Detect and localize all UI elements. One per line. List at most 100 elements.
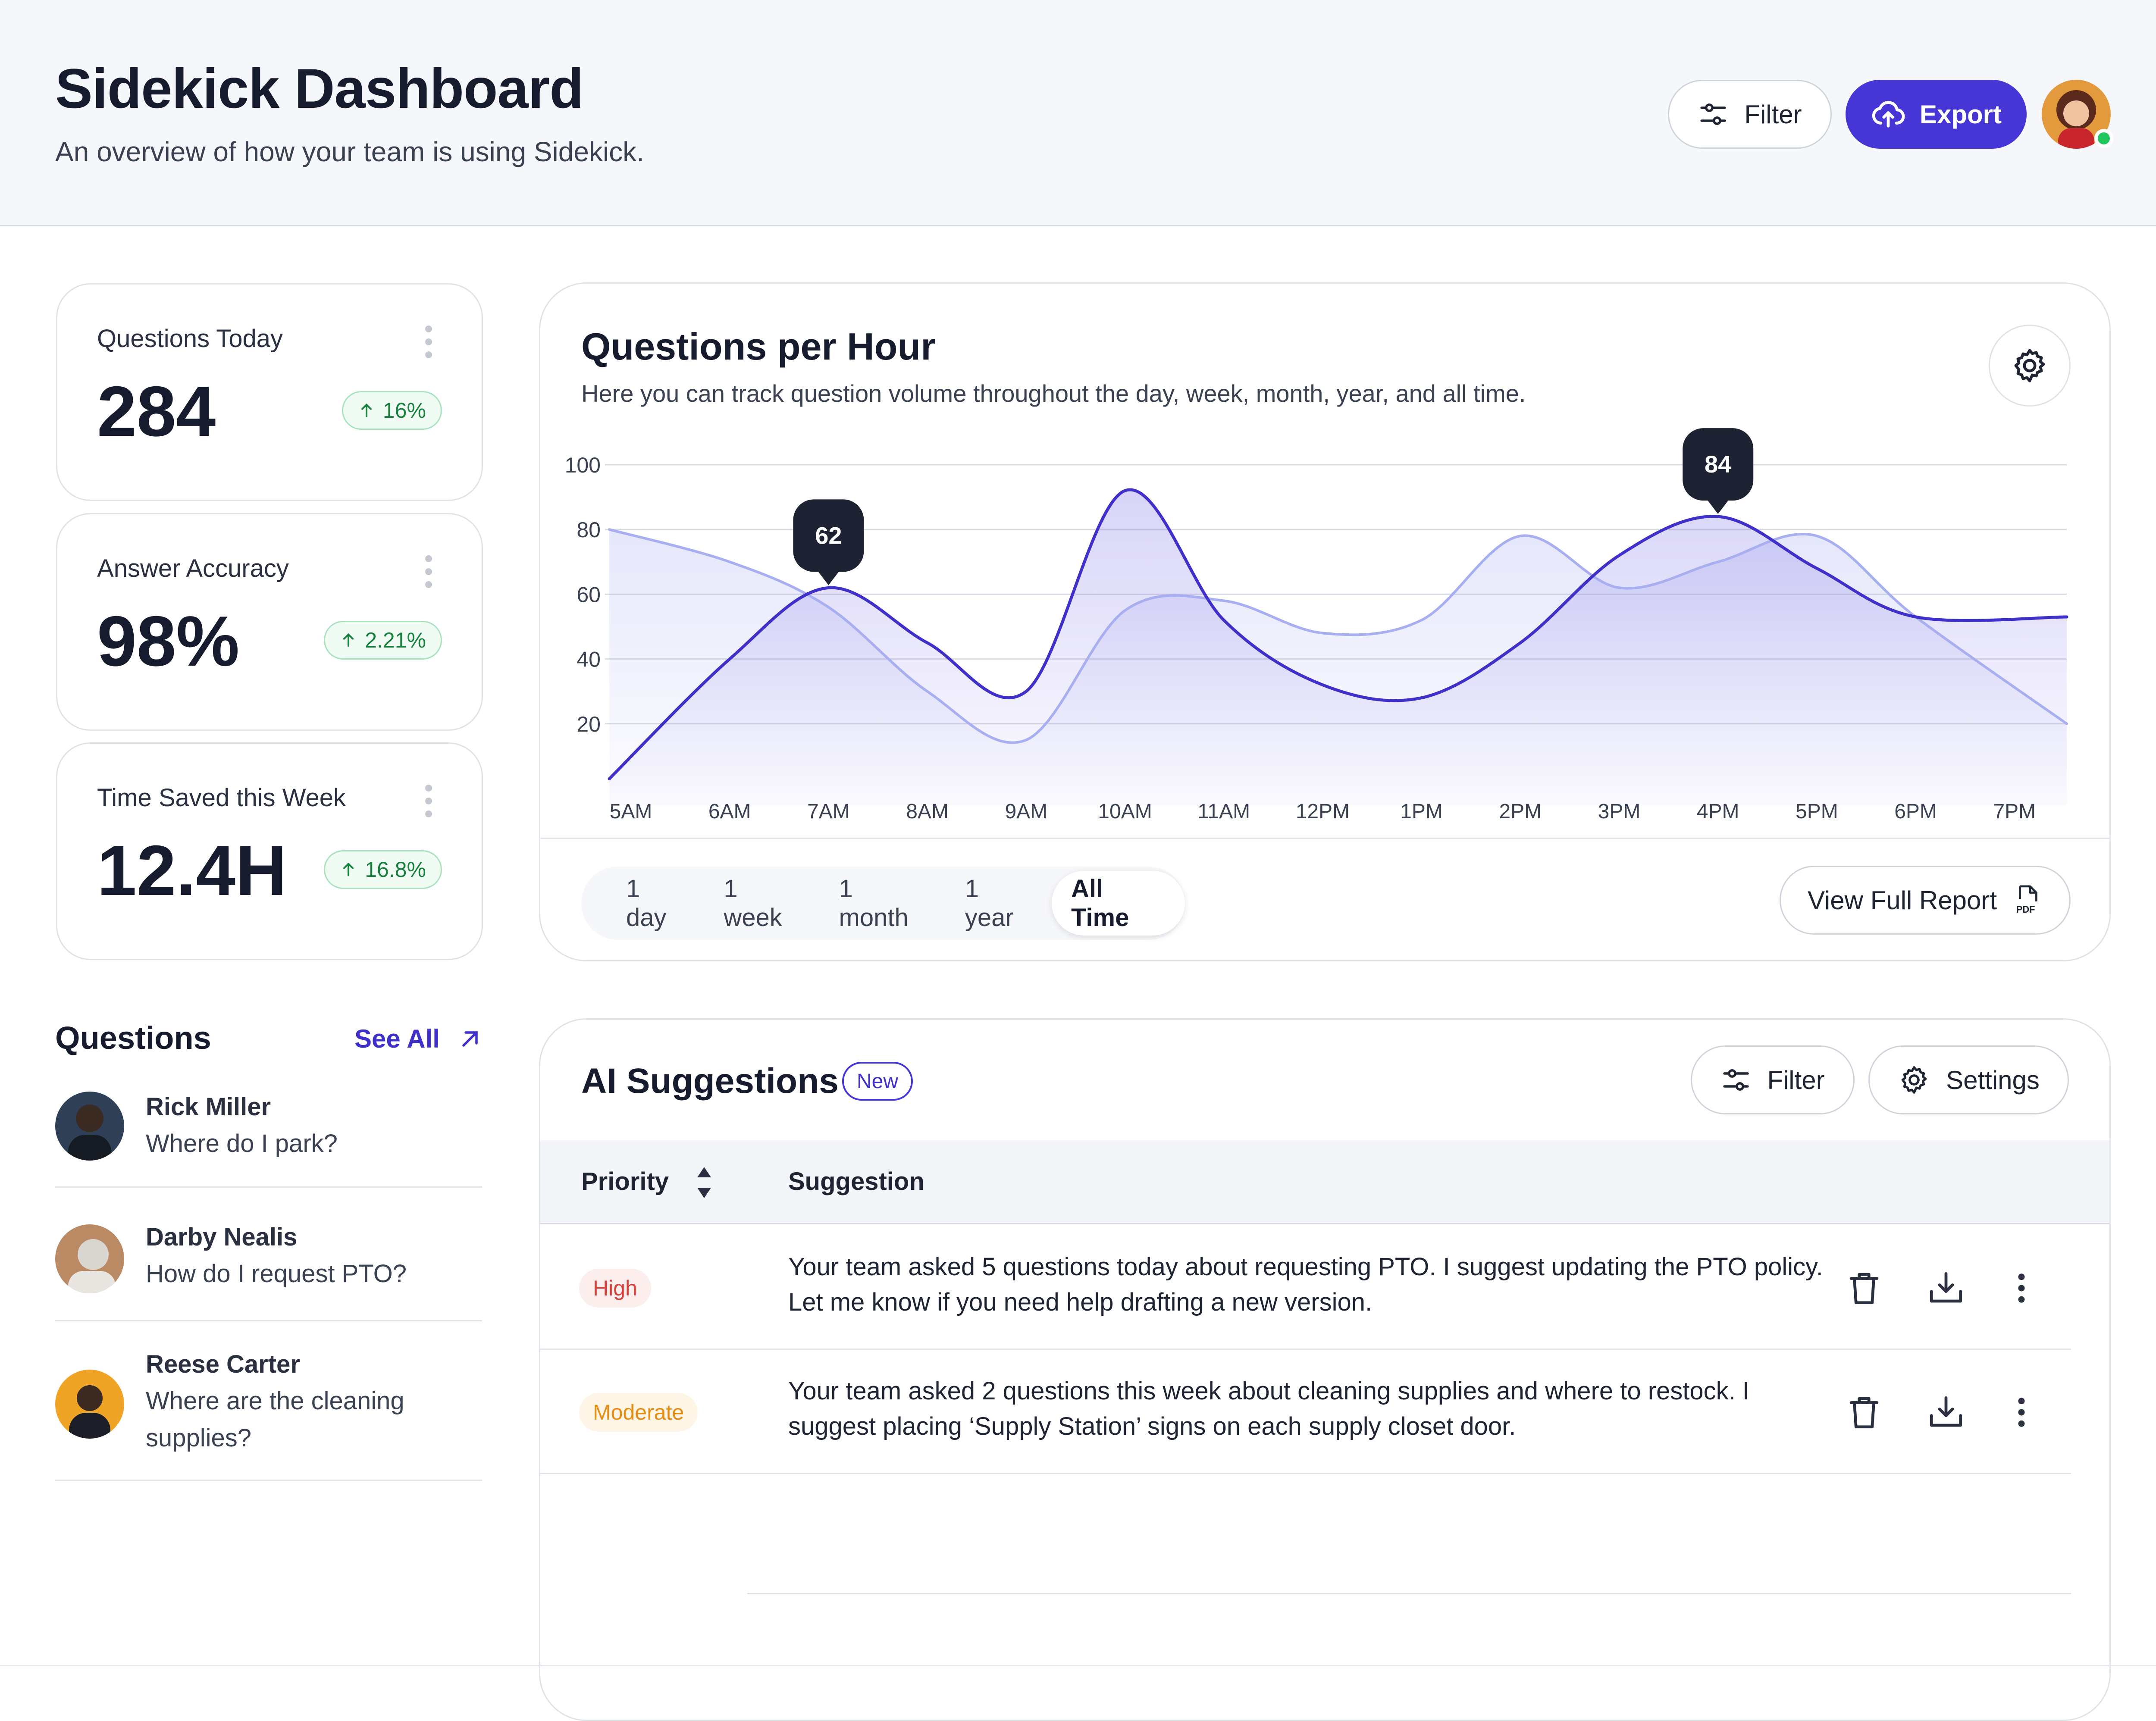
gear-icon xyxy=(2014,349,2045,382)
download-icon[interactable] xyxy=(1927,1393,1965,1432)
avatar xyxy=(55,1370,124,1439)
question-text: Where do I park? xyxy=(146,1130,338,1158)
x-tick-label: 6AM xyxy=(708,800,751,823)
stat-label: Time Saved this Week xyxy=(97,784,346,812)
range-tab-1-week[interactable]: 1 week xyxy=(724,875,782,932)
question-item[interactable]: Reese Carter Where are the cleaning supp… xyxy=(55,1347,482,1481)
avatar xyxy=(55,1224,124,1293)
range-tab-1-day[interactable]: 1 day xyxy=(626,875,667,932)
trash-icon[interactable] xyxy=(1845,1269,1883,1308)
table-row: High Your team asked 5 questions today a… xyxy=(540,1226,2071,1350)
pdf-file-icon: PDF xyxy=(2016,885,2037,915)
table-header: Priority Suggestion xyxy=(540,1140,2109,1224)
delta-badge: 16% xyxy=(342,391,442,430)
delta-value: 16.8% xyxy=(365,857,426,882)
download-icon[interactable] xyxy=(1927,1269,1965,1308)
question-author: Darby Nealis xyxy=(146,1223,298,1251)
more-options-icon[interactable] xyxy=(2015,1269,2028,1308)
page-bottom-divider xyxy=(0,1665,2156,1666)
x-tick-label: 11AM xyxy=(1197,800,1250,823)
delta-value: 2.21% xyxy=(365,628,426,652)
x-tick-label: 5AM xyxy=(610,800,652,823)
user-avatar[interactable] xyxy=(2042,80,2113,149)
chart-divider xyxy=(540,838,2109,839)
export-button-label: Export xyxy=(1919,100,2002,129)
suggestions-filter-button[interactable]: Filter xyxy=(1691,1045,1855,1114)
chart-title: Questions per Hour xyxy=(581,325,936,368)
x-tick-label: 6PM xyxy=(1894,800,1937,823)
questions-per-hour-chart: 20 40 60 80 100 5AM 6AM 7AM 8AM 9AM 10AM 11AM 12PM 1… xyxy=(565,428,2068,823)
more-options-icon[interactable] xyxy=(425,325,432,358)
filter-button-label: Filter xyxy=(1744,100,1802,129)
stat-card-questions-today: Questions Today 284 16% xyxy=(56,283,483,501)
sort-icon[interactable] xyxy=(696,1165,713,1200)
series-line xyxy=(608,488,2068,780)
priority-badge-moderate: Moderate xyxy=(579,1393,698,1432)
questions-title: Questions xyxy=(55,1020,211,1056)
x-tick-label: 3PM xyxy=(1598,800,1641,823)
settings-button-label: Settings xyxy=(1946,1065,2040,1095)
view-full-report-label: View Full Report xyxy=(1807,886,1997,915)
value-callout: 62 xyxy=(793,499,864,585)
ai-suggestions-title: AI Suggestions xyxy=(581,1061,839,1101)
question-text: How do I request PTO? xyxy=(146,1260,407,1288)
avatar xyxy=(55,1092,124,1161)
column-header-suggestion: Suggestion xyxy=(788,1167,924,1195)
y-tick-label: 60 xyxy=(577,582,601,607)
trash-icon[interactable] xyxy=(1845,1393,1883,1432)
x-tick-label: 9AM xyxy=(1005,800,1047,823)
range-tab-all-time[interactable]: All Time xyxy=(1052,871,1185,936)
stat-value: 12.4H xyxy=(97,831,287,910)
priority-badge-high: High xyxy=(579,1269,651,1308)
stat-card-time-saved: Time Saved this Week 12.4H 16.8% xyxy=(56,742,483,960)
column-header-priority[interactable]: Priority xyxy=(581,1167,669,1195)
x-tick-label: 8AM xyxy=(906,800,949,823)
x-tick-label: 7PM xyxy=(1993,800,2036,823)
new-badge: New xyxy=(842,1062,913,1101)
export-button[interactable]: Export xyxy=(1846,80,2027,149)
stat-value: 284 xyxy=(97,372,216,451)
question-item[interactable]: Rick Miller Where do I park? xyxy=(55,1086,482,1188)
user-avatar-image xyxy=(2042,80,2111,149)
question-author: Reese Carter xyxy=(146,1350,300,1378)
filter-button-label: Filter xyxy=(1767,1065,1825,1095)
x-tick-label: 2PM xyxy=(1499,800,1542,823)
delta-badge: 16.8% xyxy=(324,850,442,889)
more-options-icon[interactable] xyxy=(425,785,432,817)
question-item[interactable]: Darby Nealis How do I request PTO? xyxy=(55,1220,482,1321)
filter-button[interactable]: Filter xyxy=(1668,80,1832,149)
question-author: Rick Miller xyxy=(146,1093,271,1121)
x-tick-label: 1PM xyxy=(1400,800,1443,823)
callout-label: 62 xyxy=(815,522,842,549)
chart-settings-button[interactable] xyxy=(1989,325,2071,407)
stat-label: Questions Today xyxy=(97,325,283,353)
suggestions-settings-button[interactable]: Settings xyxy=(1868,1045,2069,1114)
y-tick-label: 20 xyxy=(577,712,601,736)
page-header: Sidekick Dashboard An overview of how yo… xyxy=(0,0,2156,226)
more-options-icon[interactable] xyxy=(2015,1393,2028,1432)
stat-label: Answer Accuracy xyxy=(97,554,289,582)
time-range-tabs: 1 day 1 week 1 month 1 year All Time xyxy=(581,867,1185,940)
x-tick-label: 4PM xyxy=(1697,800,1739,823)
gear-icon xyxy=(1901,1066,1927,1094)
see-all-link[interactable]: See All xyxy=(354,1024,483,1054)
x-tick-label: 12PM xyxy=(1296,800,1350,823)
suggestion-text: Your team asked 2 questions this week ab… xyxy=(788,1377,1749,1440)
range-tab-1-month[interactable]: 1 month xyxy=(839,875,909,932)
table-row: Moderate Your team asked 2 questions thi… xyxy=(540,1350,2071,1474)
page-subtitle: An overview of how your team is using Si… xyxy=(55,136,644,167)
arrow-up-right-icon xyxy=(462,1031,478,1047)
series-line xyxy=(608,528,2068,744)
range-tab-1-year[interactable]: 1 year xyxy=(965,875,1014,932)
x-tick-label: 5PM xyxy=(1796,800,1838,823)
y-tick-label: 100 xyxy=(565,453,601,477)
chart-subtitle: Here you can track question volume throu… xyxy=(581,380,1526,407)
delta-badge: 2.21% xyxy=(324,621,442,660)
value-callout: 84 xyxy=(1683,428,1754,514)
cloud-upload-icon xyxy=(1872,101,1905,128)
stat-value: 98% xyxy=(97,601,240,681)
sliders-icon xyxy=(1723,1069,1749,1091)
ai-suggestions-card: AI Suggestions New Filter Settings Prior… xyxy=(539,1018,2111,1721)
view-full-report-button[interactable]: View Full Report PDF xyxy=(1780,866,2071,935)
more-options-icon[interactable] xyxy=(425,555,432,588)
